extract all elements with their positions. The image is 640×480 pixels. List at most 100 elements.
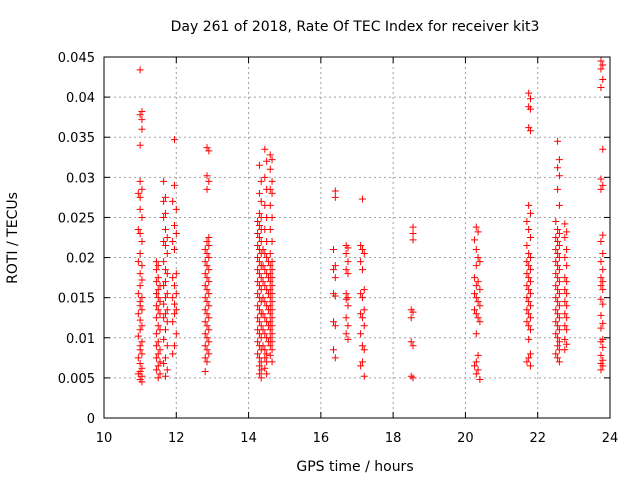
data-point xyxy=(561,254,569,262)
data-point xyxy=(138,338,146,346)
data-point xyxy=(472,294,480,302)
data-point xyxy=(268,358,276,366)
data-point xyxy=(268,330,276,338)
data-point xyxy=(170,282,178,290)
data-point xyxy=(205,326,213,334)
data-point xyxy=(358,195,366,203)
data-point xyxy=(138,378,146,386)
data-point xyxy=(172,205,180,213)
data-point xyxy=(257,177,265,185)
data-point xyxy=(331,274,339,282)
data-point xyxy=(170,310,178,318)
data-point xyxy=(526,362,534,370)
data-point xyxy=(525,225,533,233)
data-point xyxy=(163,366,171,374)
data-point xyxy=(205,314,213,322)
data-point xyxy=(561,322,569,330)
data-point xyxy=(268,266,276,274)
data-point xyxy=(259,278,267,286)
data-point xyxy=(154,374,162,382)
data-point xyxy=(476,302,484,310)
data-point xyxy=(266,278,274,286)
data-point xyxy=(255,362,263,370)
data-point xyxy=(552,330,560,338)
data-point xyxy=(138,213,146,221)
data-point xyxy=(138,108,146,116)
data-point xyxy=(523,217,531,225)
data-point xyxy=(526,254,534,262)
data-point xyxy=(170,181,178,189)
data-point xyxy=(136,229,144,237)
data-point xyxy=(599,343,607,351)
data-point xyxy=(263,370,271,378)
x-tick-label: 16 xyxy=(313,431,330,446)
data-point xyxy=(134,354,142,362)
data-point xyxy=(331,187,339,195)
data-point xyxy=(161,372,169,380)
data-point xyxy=(344,322,352,330)
data-point xyxy=(154,306,162,314)
data-point xyxy=(136,270,144,278)
data-point xyxy=(555,302,563,310)
data-point xyxy=(597,57,605,65)
data-point xyxy=(599,266,607,274)
data-point xyxy=(554,164,562,172)
data-point xyxy=(561,310,569,318)
data-point xyxy=(156,346,164,354)
data-point xyxy=(161,326,169,334)
data-point xyxy=(263,254,271,262)
data-point xyxy=(268,290,276,298)
data-point xyxy=(555,229,563,237)
data-point xyxy=(523,306,531,314)
data-point xyxy=(203,358,211,366)
data-point xyxy=(134,290,142,298)
data-point xyxy=(136,205,144,213)
data-point xyxy=(205,350,213,358)
data-point xyxy=(152,366,160,374)
data-point xyxy=(554,286,562,294)
data-point xyxy=(523,258,531,266)
data-point xyxy=(268,346,276,354)
data-point xyxy=(597,324,605,332)
data-point xyxy=(554,238,562,246)
data-point xyxy=(136,326,144,334)
data-point xyxy=(476,375,484,383)
data-point xyxy=(552,270,560,278)
data-point xyxy=(205,290,213,298)
data-point xyxy=(599,286,607,294)
data-point xyxy=(407,338,415,346)
data-point xyxy=(360,250,368,258)
data-point xyxy=(161,193,169,201)
data-point xyxy=(554,322,562,330)
data-point xyxy=(254,217,262,225)
data-point xyxy=(268,282,276,290)
data-point xyxy=(160,314,168,322)
data-point xyxy=(358,314,366,322)
data-point xyxy=(161,310,169,318)
data-point xyxy=(261,282,269,290)
data-point xyxy=(268,274,276,282)
data-point xyxy=(205,338,213,346)
data-point xyxy=(525,354,533,362)
data-point xyxy=(563,340,571,348)
data-point xyxy=(203,322,211,330)
data-point xyxy=(152,330,160,338)
data-point xyxy=(360,306,368,314)
grid-lines xyxy=(104,57,610,418)
data-point xyxy=(523,318,531,326)
data-point xyxy=(154,362,162,370)
y-tick-label: 0.015 xyxy=(58,292,95,307)
data-point xyxy=(263,350,271,358)
data-point xyxy=(331,193,339,201)
data-point xyxy=(472,246,480,254)
data-point xyxy=(526,302,534,310)
data-point xyxy=(138,364,146,372)
x-tick-label: 10 xyxy=(96,431,113,446)
x-tick-label: 24 xyxy=(602,431,619,446)
data-point xyxy=(257,374,265,382)
data-point xyxy=(261,364,269,372)
data-point xyxy=(561,274,569,282)
data-point xyxy=(254,242,262,250)
data-point xyxy=(409,223,417,231)
